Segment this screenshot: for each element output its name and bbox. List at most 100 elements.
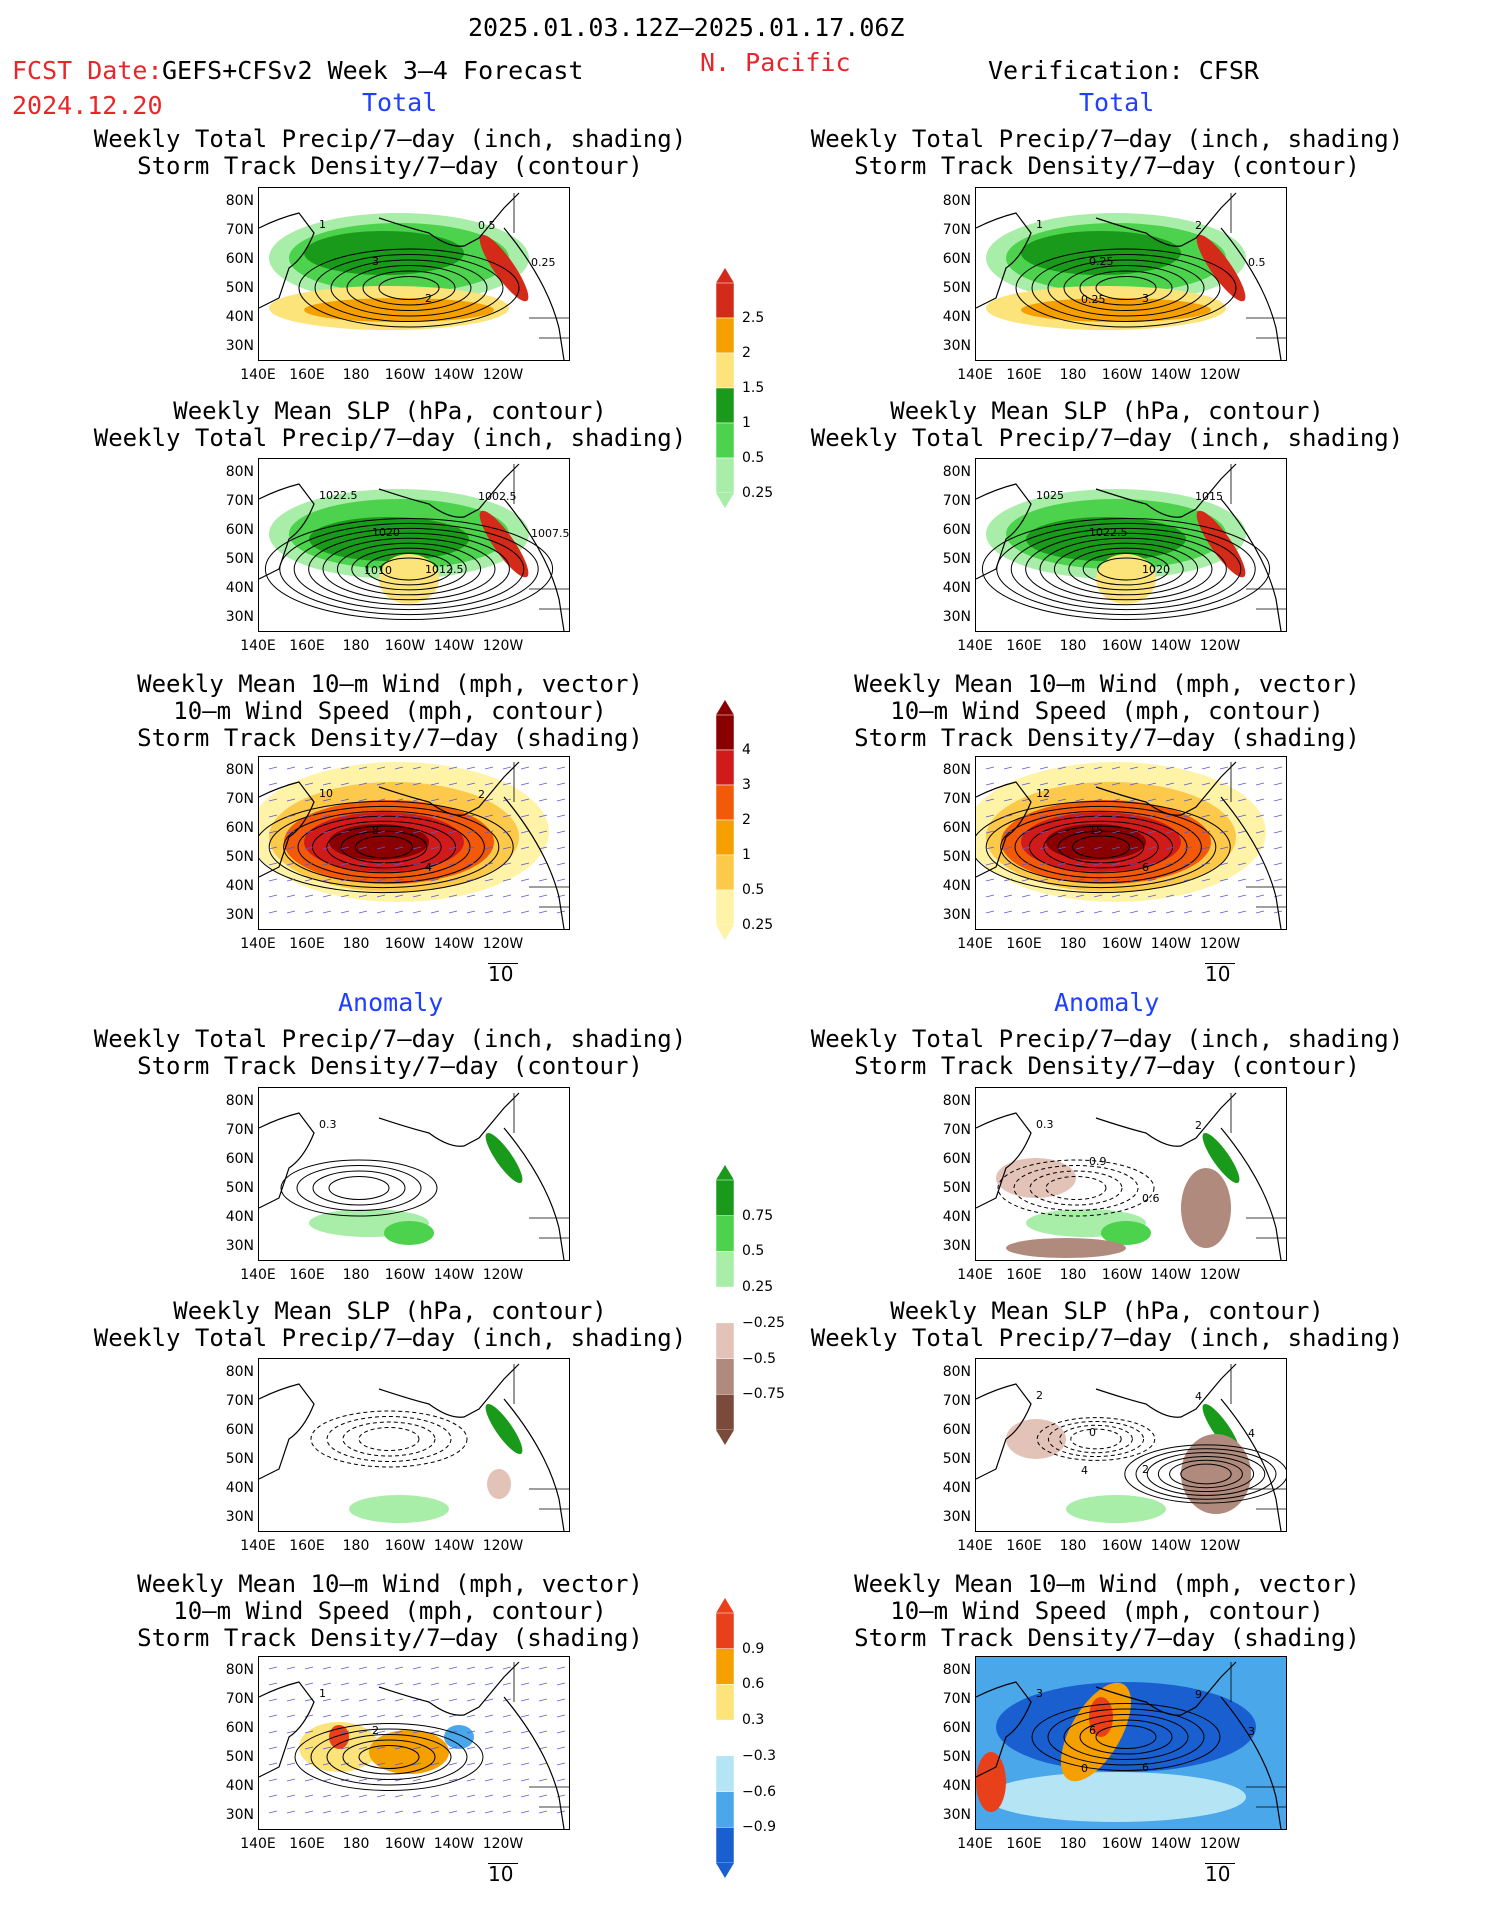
wind-vector [502, 1714, 512, 1718]
precip-anom-pos [1066, 1495, 1166, 1523]
wind-vector [1165, 798, 1175, 802]
wind-vector [448, 1810, 458, 1814]
wind-vector [394, 846, 404, 850]
wind-vector [340, 1810, 350, 1814]
slp-contour [1097, 557, 1155, 581]
colorbar-tip [716, 925, 734, 940]
wind-vector [1021, 766, 1031, 770]
colorbar-segment [715, 1251, 735, 1288]
wind-vector [1183, 782, 1193, 786]
wind-vector [1147, 766, 1157, 770]
contour-label: 2 [1142, 1463, 1149, 1476]
wind-vector [1147, 830, 1157, 834]
wind-vector [520, 1746, 530, 1750]
storm-anom-weak [986, 1772, 1246, 1822]
map-panel-7: 0.3 [258, 1087, 570, 1261]
slp-contour [1053, 542, 1199, 596]
slp-anom-contour-neg [326, 1416, 452, 1462]
wind-vector [1057, 798, 1067, 802]
lat-tick-label: 70N [942, 222, 971, 238]
wind-vector [358, 1666, 368, 1670]
wind-vector [430, 1714, 440, 1718]
wind-vector [430, 798, 440, 802]
lat-tick-label: 50N [942, 1180, 971, 1196]
wind-vector [322, 1666, 332, 1670]
wind-vector [286, 814, 296, 818]
wind-vector [394, 894, 404, 898]
contour-label: 10 [319, 787, 333, 800]
lon-tick-label: 140E [240, 1267, 276, 1283]
wind-vector [340, 1730, 350, 1734]
wind-vector [484, 1794, 494, 1798]
wind-vector [520, 910, 530, 914]
wind-vector [1093, 862, 1103, 866]
wind-vector [358, 894, 368, 898]
asia-coastline [976, 781, 1032, 878]
wind-vector [430, 1810, 440, 1814]
panel-title-line: Storm Track Density/7–day (shading) [854, 1624, 1360, 1652]
colorbar-segment [715, 784, 735, 821]
wind-vector [556, 1714, 566, 1718]
colorbar-segment [715, 1394, 735, 1431]
wind-vector [412, 846, 422, 850]
slp-contour [322, 537, 496, 601]
border-lines [1230, 193, 1286, 339]
wind-vector [376, 1794, 386, 1798]
wind-vector [304, 766, 314, 770]
wind-vector [268, 910, 278, 914]
wind-vector [1093, 814, 1103, 818]
wind-vector [466, 1746, 476, 1750]
storm-contour [1031, 254, 1221, 322]
lon-tick-label: 180 [1059, 1538, 1087, 1554]
total-right-heading: Total [1079, 88, 1155, 117]
lat-tick-label: 80N [225, 1093, 254, 1109]
wind-vector [484, 798, 494, 802]
wind-speed-contour [1000, 810, 1202, 884]
lon-tick-label: 140W [1150, 367, 1192, 383]
wind-vector [358, 1778, 368, 1782]
wind-vector [1021, 862, 1031, 866]
wind-vector [985, 798, 995, 802]
wind-vector [376, 830, 386, 834]
wind-speed-contour [976, 800, 1231, 894]
wind-vector [466, 1666, 476, 1670]
storm-contour [298, 248, 520, 328]
asia-coastline [259, 483, 315, 580]
slp-contour [981, 517, 1271, 621]
wind-vector [538, 830, 548, 834]
lat-tick-label: 60N [225, 251, 254, 267]
storm-contour [378, 276, 440, 300]
wind-speed-contour [259, 800, 514, 894]
lon-tick-label: 160E [1006, 1836, 1042, 1852]
period-title: 2025.01.03.12Z–2025.01.17.06Z [468, 13, 905, 42]
contour-label: 0.3 [319, 1118, 337, 1131]
wind-vector [286, 862, 296, 866]
wind-vector [985, 862, 995, 866]
colorbar-label: −0.3 [742, 1747, 776, 1764]
contour-label: 0.25 [1081, 293, 1106, 306]
wind-vector [358, 1730, 368, 1734]
wind-vector [520, 1794, 530, 1798]
wind-vector [538, 766, 548, 770]
wind-vector [286, 846, 296, 850]
lon-tick-label: 160E [289, 367, 325, 383]
wind-vector [502, 1730, 512, 1734]
lat-tick-label: 70N [942, 1691, 971, 1707]
lon-tick-label: 160E [1006, 1538, 1042, 1554]
wind-vector [448, 894, 458, 898]
lon-tick-label: 160W [384, 367, 426, 383]
contour-label: 6 [1142, 861, 1149, 874]
lon-tick-label: 140E [957, 1836, 993, 1852]
map-panel-3: 1022.5 1020 1012.5 1002.5 1007.5 1010 [258, 458, 570, 632]
wind-vector [304, 1762, 314, 1766]
wind-vector [1255, 814, 1265, 818]
wind-vector [286, 894, 296, 898]
lon-tick-label: 120W [482, 1267, 524, 1283]
wind-vector [412, 1778, 422, 1782]
lat-tick-label: 60N [942, 820, 971, 836]
contour-label: 1012.5 [425, 563, 464, 576]
wind-vector [430, 1682, 440, 1686]
wind-vector [1237, 782, 1247, 786]
panel-title-line: Weekly Total Precip/7–day (inch, shading… [810, 125, 1404, 153]
lon-tick-label: 160E [1006, 638, 1042, 654]
